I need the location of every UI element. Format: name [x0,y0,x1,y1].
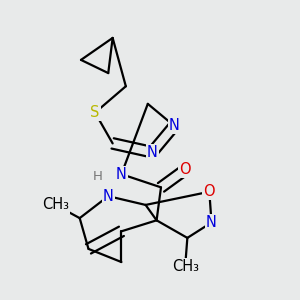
Text: N: N [116,167,127,182]
Text: CH₃: CH₃ [172,259,199,274]
Text: O: O [179,162,191,177]
Text: N: N [103,189,114,204]
Text: N: N [206,215,217,230]
Text: N: N [147,145,158,160]
Text: N: N [116,167,127,182]
Text: N: N [169,118,180,133]
Text: H: H [92,170,102,183]
Text: S: S [90,105,100,120]
Text: CH₃: CH₃ [42,197,69,212]
Text: O: O [203,184,215,199]
